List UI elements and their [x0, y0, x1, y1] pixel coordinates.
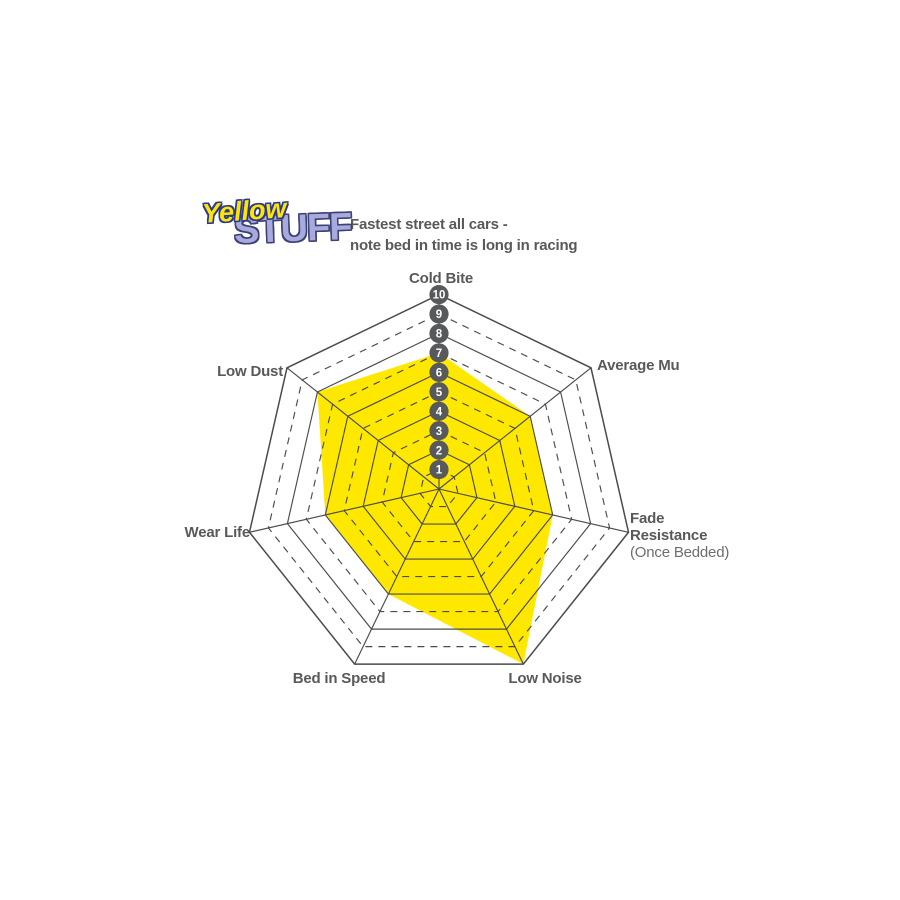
- scale-disc-7: [429, 343, 449, 363]
- scale-disc-10: [429, 285, 449, 305]
- radar-ring-4: [362, 410, 516, 560]
- radar-ring-9: [267, 313, 611, 648]
- scale-disc-label-10: 10: [433, 290, 446, 302]
- radar-spoke-4: [354, 488, 440, 665]
- scale-disc-3: [429, 421, 449, 441]
- scale-disc-8: [429, 323, 449, 344]
- scale-disc-2: [429, 440, 449, 460]
- radar-ring-1: [419, 468, 459, 508]
- scale-disc-6: [429, 362, 449, 382]
- fade-label-line-3: (Once Bedded): [630, 544, 730, 561]
- radar-spoke-2: [438, 488, 629, 533]
- radar-ring-8: [286, 332, 592, 630]
- axis-label-low-noise: Low Noise: [508, 670, 582, 687]
- scale-disc-label-8: 8: [436, 329, 443, 341]
- radar-spoke-5: [249, 488, 440, 533]
- radar-spoke-3: [438, 488, 524, 665]
- scale-disc-label-6: 6: [436, 368, 442, 380]
- radar-ring-10: [248, 293, 630, 665]
- scale-disc-1: [429, 459, 449, 480]
- axis-label-bed-in-speed: Bed in Speed: [292, 670, 386, 687]
- radar-spoke-1: [438, 367, 592, 490]
- axis-label-cold-bite: Cold Bite: [408, 270, 474, 287]
- scale-disc-label-2: 2: [436, 445, 442, 457]
- caption-line-2: note bed in time is long in racing: [350, 237, 578, 254]
- axis-label-fade-resistance: Fade Resistance (Once Bedded): [630, 510, 729, 561]
- scale-disc-4: [429, 401, 449, 421]
- scale-disc-9: [429, 304, 449, 324]
- radar-spoke-6: [286, 367, 440, 490]
- radar-value-polygon: [317, 352, 553, 665]
- chart-caption: Fastest street all cars - note bed in ti…: [350, 214, 578, 256]
- scale-disc-label-3: 3: [436, 426, 442, 438]
- scale-disc-label-7: 7: [436, 348, 442, 360]
- scale-disc-label-5: 5: [436, 387, 443, 399]
- caption-line-1: Fastest street all cars -: [350, 216, 508, 233]
- axis-label-wear-life: Wear Life: [184, 524, 251, 541]
- scale-disc-label-9: 9: [436, 309, 442, 321]
- fade-label-line-1: Fade: [630, 510, 665, 527]
- axis-label-low-dust: Low Dust: [217, 363, 283, 380]
- axis-label-average-mu: Average Mu: [597, 357, 680, 374]
- radar-ring-2: [400, 449, 478, 525]
- scale-disc-label-4: 4: [436, 406, 443, 418]
- radar-ring-6: [324, 371, 554, 595]
- logo-word-yellow: Yellow: [201, 193, 288, 229]
- scale-disc-5: [429, 382, 449, 402]
- fade-label-line-2: Resistance: [630, 527, 708, 544]
- scale-disc-label-1: 1: [436, 465, 443, 477]
